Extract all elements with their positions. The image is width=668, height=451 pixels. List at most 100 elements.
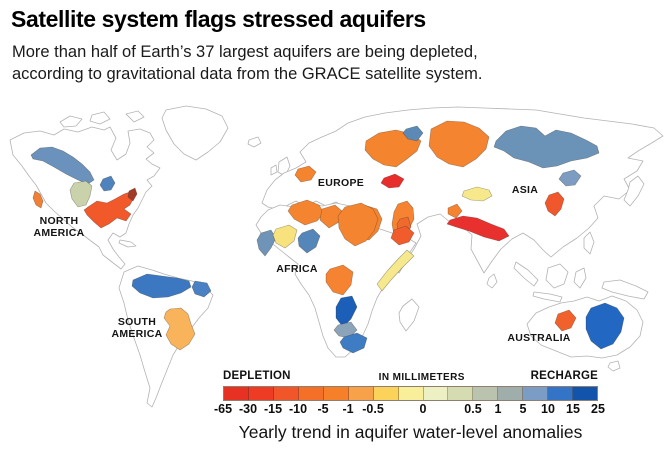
coast-philippines <box>583 231 595 255</box>
coast-java <box>532 291 563 303</box>
coast-borneo <box>545 263 569 289</box>
coast-iceland <box>247 136 262 148</box>
coast-greenland <box>161 105 229 161</box>
aquifer-central-plains <box>69 180 93 208</box>
aquifers <box>30 120 625 354</box>
legend-color-segment <box>523 387 549 400</box>
coast-australia <box>526 295 644 359</box>
aquifer-nw-sahara <box>287 199 325 226</box>
coast-south-america <box>118 265 214 408</box>
aquifer-west-siberian <box>428 120 490 168</box>
coast-japan <box>623 175 645 207</box>
aquifer-tarim <box>461 186 493 202</box>
aquifer-north-china <box>544 191 565 217</box>
legend-tick-label: -5 <box>317 402 329 416</box>
label-south-america-line2: AMERICA <box>111 328 162 340</box>
aquifer-hudson <box>99 175 116 192</box>
aquifer-chad <box>297 228 321 254</box>
label-australia: AUSTRALIA <box>507 332 570 344</box>
aquifer-amazon-east <box>191 280 212 298</box>
coast-tasmania <box>607 360 621 372</box>
aquifer-amazon-west <box>131 273 192 299</box>
coast-new-guinea <box>601 279 649 300</box>
page-subtitle: More than half of Earth’s 37 largest aqu… <box>12 43 483 84</box>
aquifer-south-africa-coast <box>339 332 368 354</box>
page-title: Satellite system flags stressed aquifers <box>11 6 426 32</box>
legend-tick-label: -15 <box>263 402 283 416</box>
legend-tick-label: 10 <box>541 402 555 416</box>
label-asia: ASIA <box>512 184 538 196</box>
label-south-america-line1: SOUTH <box>118 316 156 328</box>
coast-sulawesi <box>573 267 587 289</box>
legend-color-segment <box>373 387 399 400</box>
legend-tick-label: 15 <box>566 402 580 416</box>
legend-caption: Yearly trend in aquifer water-level anom… <box>238 422 583 442</box>
legend-units-label: IN MILLIMETERS <box>378 372 465 383</box>
legend-color-segment <box>248 387 274 400</box>
legend-ticks: -65 -30 -15 -10 -5 -1 -0.5 0 0.5 1 5 10 15 25 <box>214 402 605 417</box>
aquifer-senegal <box>256 229 277 257</box>
coast-british-isles <box>270 156 291 177</box>
legend-tick-label: 0 <box>419 402 427 416</box>
aquifer-mali <box>272 224 298 249</box>
coast-cuba <box>118 239 137 248</box>
legend-tick-label: -1 <box>342 402 354 416</box>
aquifer-california-coast <box>32 190 44 209</box>
label-north-america-line1: NORTH <box>40 215 79 227</box>
aquifer-pechora <box>402 125 424 142</box>
aquifer-great-artesian-basin <box>585 302 625 350</box>
aquifer-congo <box>325 264 354 296</box>
aquifer-songliao <box>558 169 582 187</box>
aquifer-canning <box>554 309 577 332</box>
legend-color-segment <box>348 387 374 400</box>
coast-sumatra <box>513 261 539 287</box>
aquifer-atlantic-coast <box>127 187 138 202</box>
legend-color-segment <box>298 387 324 400</box>
aquifer-nubian <box>337 202 379 247</box>
legend-color-segment <box>273 387 299 400</box>
legend-tick-label: -10 <box>288 402 308 416</box>
legend-color-segment <box>323 387 349 400</box>
aquifer-somalia-coast <box>376 249 415 292</box>
legend-color-segment <box>398 387 424 400</box>
aquifer-horn-of-africa <box>390 225 415 246</box>
legend-recharge-label: RECHARGE <box>530 370 598 382</box>
legend-depletion-label: DEPLETION <box>223 370 291 382</box>
coast-arctic-islands <box>59 110 145 128</box>
legend-colorbar <box>223 386 598 401</box>
legend-color-segment <box>573 387 598 400</box>
label-north-america-line2: AMERICA <box>33 227 84 239</box>
label-africa: AFRICA <box>276 263 318 275</box>
legend-tick-label: -30 <box>238 402 258 416</box>
color-scale-legend: DEPLETION IN MILLIMETERS RECHARGE -65 -30… <box>214 370 605 443</box>
header: Satellite system flags stressed aquifers… <box>11 6 651 85</box>
legend-tick-label: 1 <box>494 402 502 416</box>
legend-tick-label: 25 <box>591 402 605 416</box>
aquifer-ganges-brahmaputra <box>446 215 510 242</box>
aquifer-upper-ganges-west <box>447 203 463 219</box>
legend-color-segment <box>473 387 499 400</box>
legend-tick-label: -65 <box>213 402 233 416</box>
legend-color-segment <box>423 387 449 400</box>
legend-color-segment <box>498 387 524 400</box>
legend-tick-label: -0.5 <box>362 402 384 416</box>
aquifer-caucasus <box>380 173 405 189</box>
coast-madagascar <box>398 298 420 332</box>
continent-labels: NORTH AMERICA SOUTH AMERICA EUROPE AFRIC… <box>33 177 570 344</box>
legend-tick-label: 5 <box>519 402 527 416</box>
coast-sri-lanka <box>486 273 498 289</box>
aquifer-russian-platform <box>364 129 422 168</box>
aquifer-east-siberian <box>493 125 600 169</box>
legend-color-segment <box>224 387 249 400</box>
aquifer-paris-basin <box>294 165 317 183</box>
aquifer-northwest-canada <box>30 146 95 185</box>
aquifer-gulf-coastal-plain <box>83 191 135 229</box>
label-europe: EUROPE <box>318 177 364 189</box>
legend-tick-label: 0.5 <box>464 402 482 416</box>
aquifer-guarani <box>163 307 196 351</box>
legend-header-row: DEPLETION IN MILLIMETERS RECHARGE <box>223 370 598 385</box>
legend-color-segment <box>548 387 574 400</box>
legend-color-segment <box>448 387 474 400</box>
